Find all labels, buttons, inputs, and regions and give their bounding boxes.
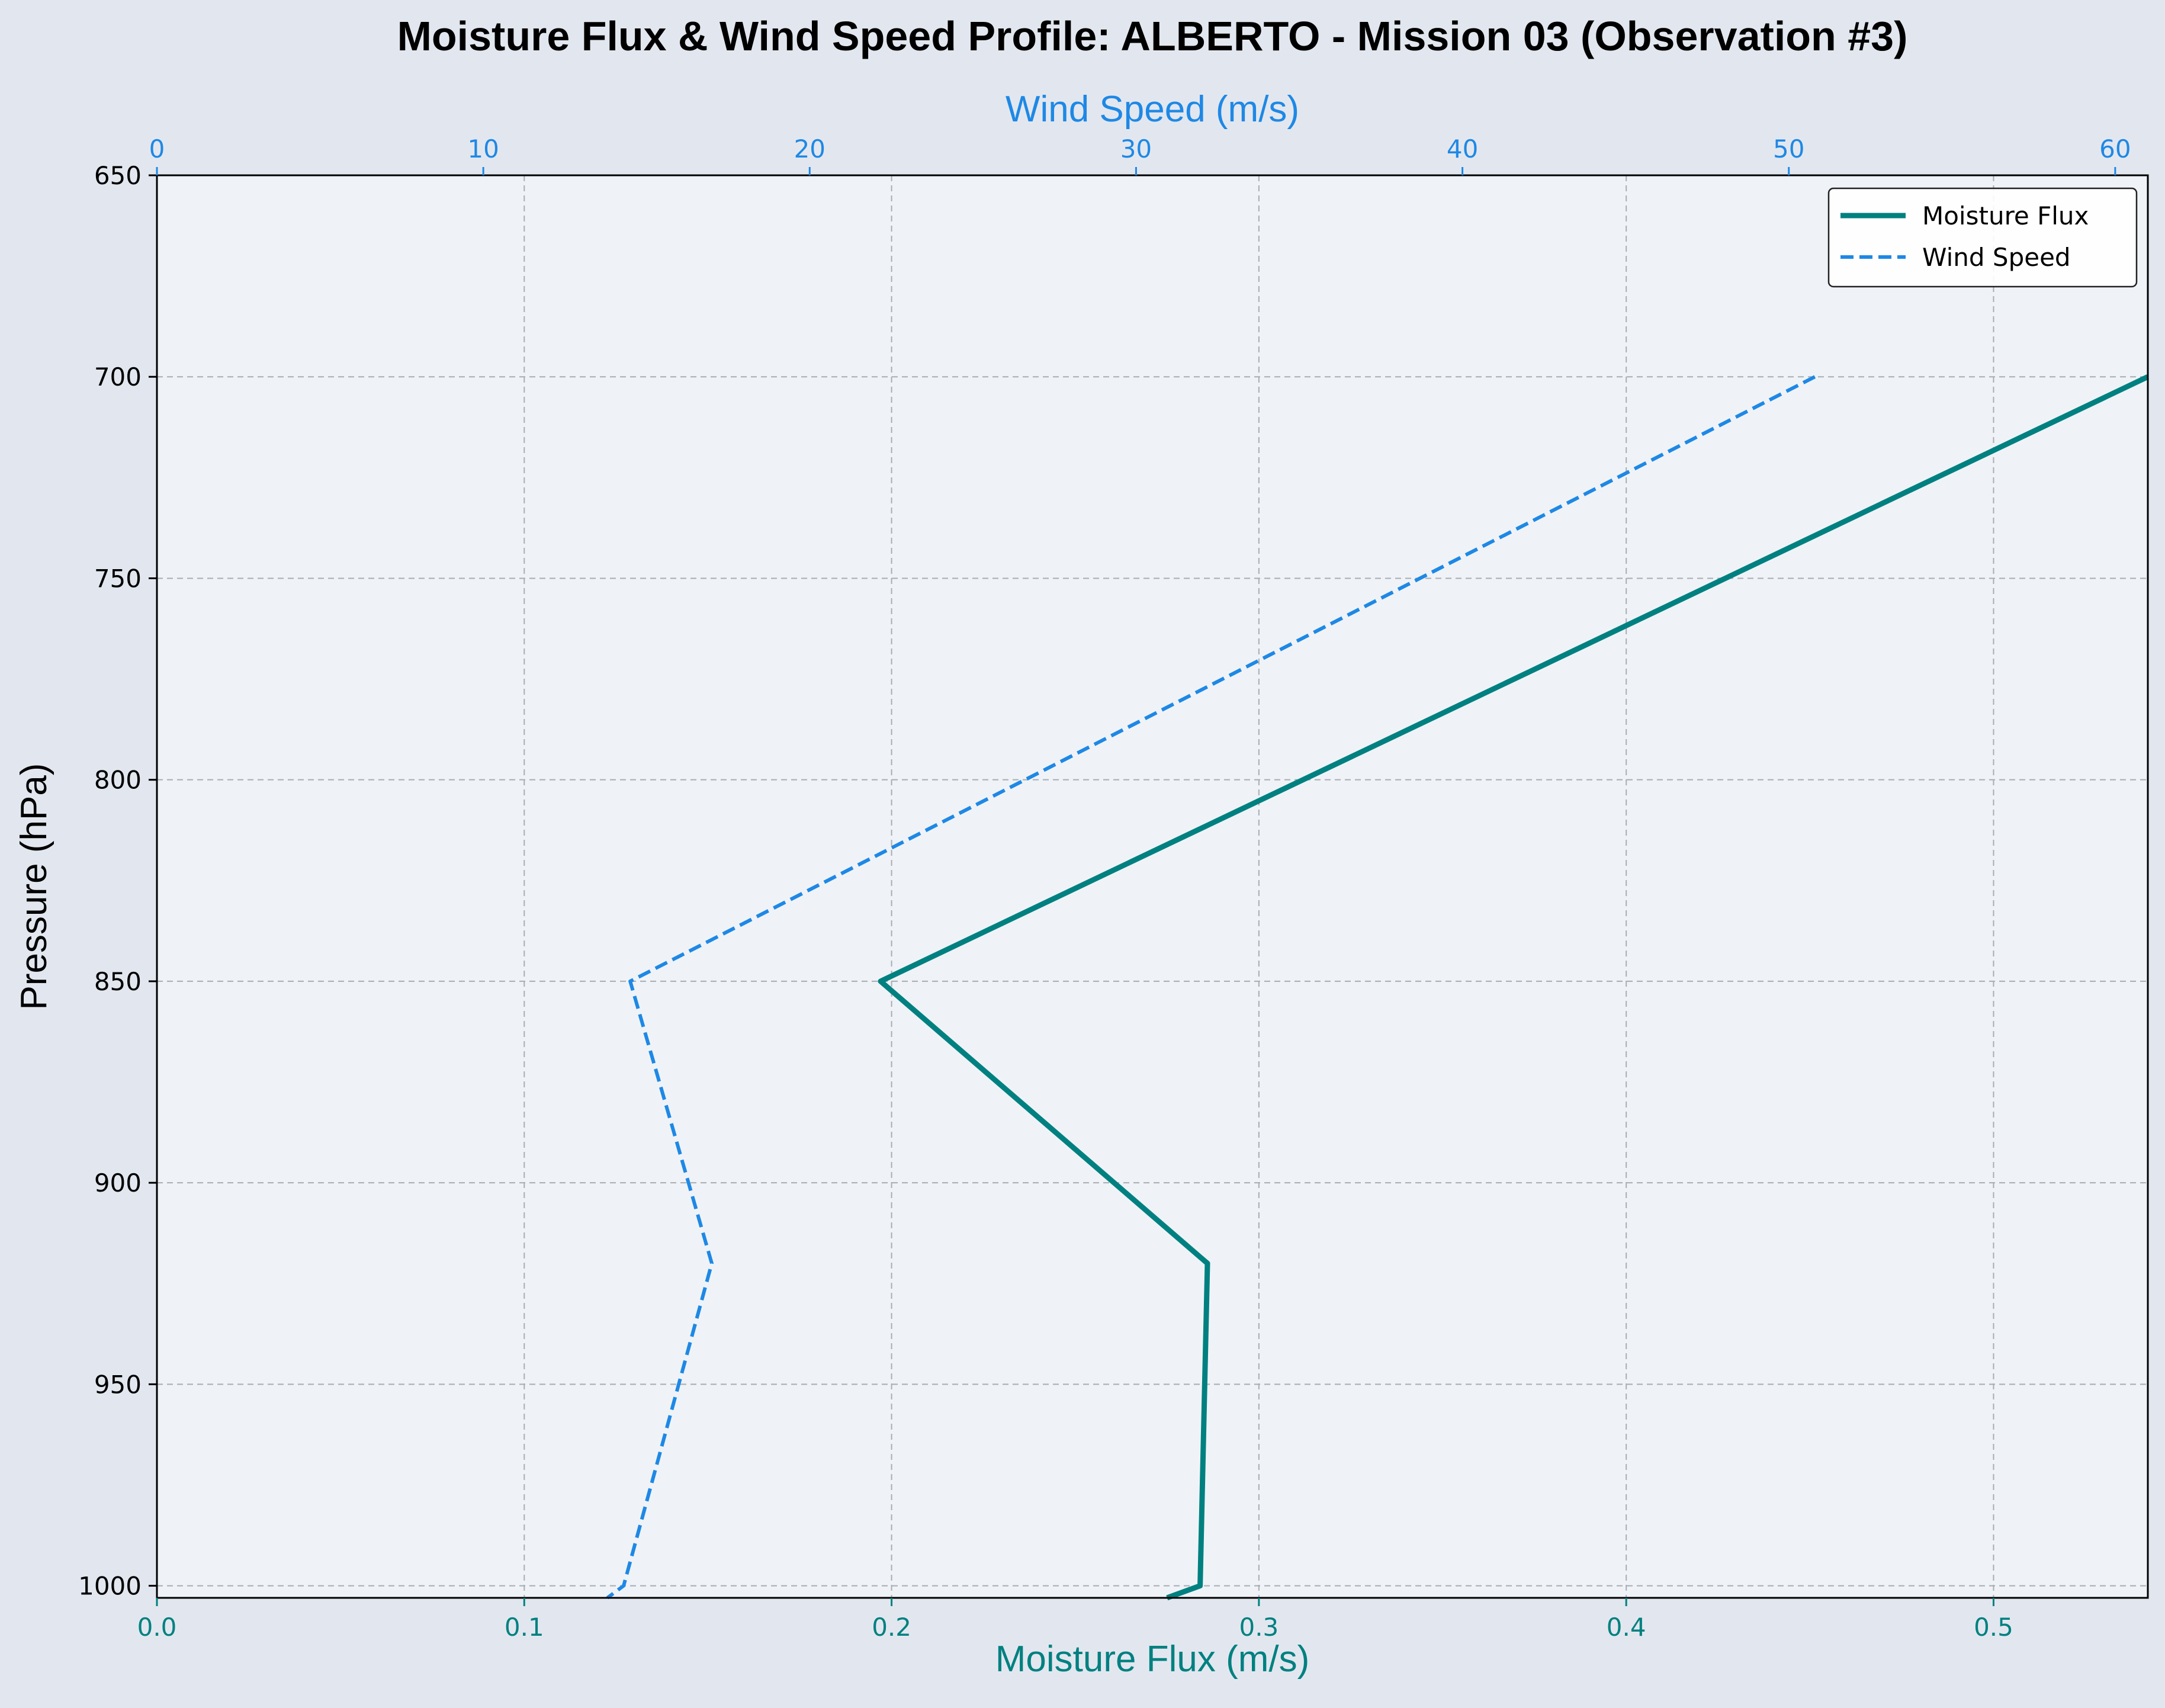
bottom-x-tick-label: 0.4 [1607, 1613, 1646, 1642]
top-x-tick-label: 60 [2099, 134, 2131, 163]
plot-area [157, 175, 2148, 1598]
legend-label-wind-speed: Wind Speed [1922, 243, 2071, 272]
chart-title: Moisture Flux & Wind Speed Profile: ALBE… [397, 13, 1908, 59]
y-tick-label: 800 [94, 766, 142, 795]
series-line-moisture-flux [878, 374, 2149, 1601]
top-x-tick-label: 30 [1120, 134, 1152, 163]
bottom-x-tick-label: 0.5 [1974, 1613, 2013, 1642]
bottom-x-tick-label: 0.1 [505, 1613, 544, 1642]
top-x-tick-label: 50 [1773, 134, 1804, 163]
bottom-x-tick-label: 0.0 [137, 1613, 177, 1642]
grid-lines [157, 175, 2148, 1598]
series-line-wind-speed [606, 375, 1816, 1600]
y-tick-label: 900 [94, 1168, 142, 1197]
series-layer [606, 374, 2149, 1601]
plot-frame [156, 174, 2149, 1599]
y-axis-label: Pressure (hPa) [14, 763, 54, 1010]
top-x-tick-label: 0 [149, 134, 165, 163]
y-tick-label: 700 [94, 362, 142, 391]
top-x-tick-label: 40 [1447, 134, 1478, 163]
bottom-x-tick-label: 0.2 [872, 1613, 911, 1642]
y-tick-label: 750 [94, 564, 142, 593]
y-tick-label: 950 [94, 1370, 142, 1399]
top-x-tick-label: 10 [467, 134, 499, 163]
legend-label-moisture-flux: Moisture Flux [1922, 201, 2089, 230]
bottom-x-tick-label: 0.3 [1239, 1613, 1279, 1642]
legend: Moisture Flux Wind Speed [1827, 187, 2138, 288]
bottom-axis-label: Moisture Flux (m/s) [995, 1639, 1309, 1680]
top-x-tick-label: 20 [794, 134, 825, 163]
y-tick-label: 1000 [78, 1572, 142, 1601]
y-tick-label: 850 [94, 967, 142, 996]
y-tick-label: 650 [94, 161, 142, 190]
tick-layer: 650 700 750 800 850 900 950 1000 0.0 0.1 0.2 0.3 0.4… [78, 134, 2131, 1642]
top-axis-label: Wind Speed (m/s) [1006, 89, 1299, 130]
